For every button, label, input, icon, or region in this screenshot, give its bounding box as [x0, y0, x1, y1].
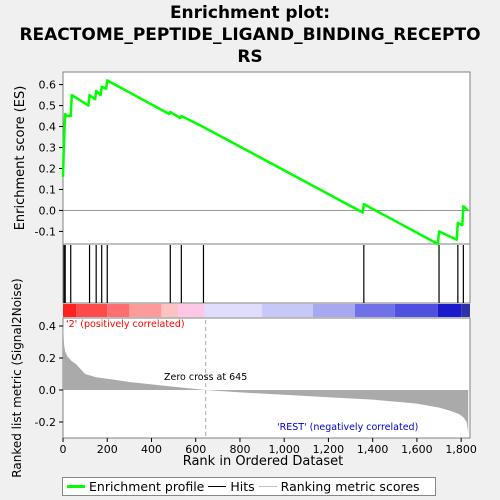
- x-tick-label: 1,400: [357, 443, 389, 456]
- negative-correlation-label: 'REST' (negatively correlated): [277, 422, 418, 433]
- ranking-color-bar: [63, 304, 470, 317]
- color-bar-segment-11: [437, 304, 462, 317]
- x-tick-label: 800: [229, 443, 250, 456]
- x-tick-label: 1,600: [401, 443, 433, 456]
- color-bar-segment-6: [204, 304, 263, 317]
- legend-label-enrichment-profile: Enrichment profile: [89, 479, 205, 494]
- legend-item-hits: Hits: [208, 479, 255, 494]
- x-tick-label: 200: [97, 443, 118, 456]
- es-tick-label: 0.5: [39, 100, 57, 113]
- es-panel: [62, 71, 471, 245]
- legend-label-hits: Hits: [230, 479, 255, 494]
- es-tick-label: 0.0: [39, 204, 57, 217]
- enrichment-profile-swatch: [67, 485, 85, 488]
- hit-markers: [63, 245, 464, 303]
- color-bar-segment-5: [178, 304, 205, 317]
- ranking-tick-label: 0.0: [39, 384, 57, 397]
- x-axis-label: Rank in Ordered Dataset: [183, 454, 344, 469]
- es-tick-label: 0.4: [39, 121, 57, 134]
- color-bar-segment-0: [63, 304, 77, 317]
- ranking-panel: [62, 317, 471, 439]
- title-line-1: Enrichment plot:: [169, 3, 331, 23]
- chart-title: Enrichment plot: REACTOME_PEPTIDE_LIGAND…: [0, 2, 500, 68]
- x-tick-label: 400: [141, 443, 162, 456]
- es-tick-label: 0.6: [39, 79, 57, 92]
- ranking-tick-label: 0.2: [39, 352, 57, 365]
- color-bar-segment-12: [461, 304, 470, 317]
- legend-label-ranking-metric: Ranking metric scores: [280, 479, 420, 494]
- legend-item-enrichment-profile: Enrichment profile: [67, 479, 204, 494]
- positive-correlation-label: '2' (positively correlated): [66, 319, 185, 330]
- x-tick-label: 1,000: [268, 443, 300, 456]
- ranking-axis-label: Ranked list metric (Signal2Noise): [10, 278, 24, 477]
- es-axis-label: Enrichment score (ES): [13, 86, 28, 231]
- color-bar-segment-9: [354, 304, 395, 317]
- enrichment-profile-line: [61, 79, 469, 246]
- es-tick-label: 0.3: [39, 142, 57, 155]
- color-bar-segment-10: [394, 304, 438, 317]
- ranking-metric-swatch: [258, 486, 277, 487]
- color-bar-segment-1: [76, 304, 108, 317]
- es-tick-label: 0.1: [39, 183, 57, 196]
- es-tick-label: -0.1: [35, 225, 56, 238]
- color-bar-segment-4: [161, 304, 179, 317]
- x-tick-label: 600: [185, 443, 206, 456]
- color-bar-segment-3: [129, 304, 162, 317]
- hits-swatch: [208, 486, 227, 487]
- color-bar-segment-8: [312, 304, 355, 317]
- zero-cross-label: Zero cross at 645: [164, 372, 247, 383]
- color-bar-segment-2: [107, 304, 130, 317]
- title-line-3: RS: [237, 47, 263, 67]
- color-bar-segment-7: [262, 304, 313, 317]
- hits-panel: [62, 243, 471, 304]
- ranking-tick-label: 0.4: [39, 320, 57, 333]
- legend-item-ranking-metric: Ranking metric scores: [258, 479, 420, 494]
- x-tick-label: 1,200: [313, 443, 345, 456]
- title-line-2: REACTOME_PEPTIDE_LIGAND_BINDING_RECEPTO: [19, 25, 481, 45]
- x-tick-label: 1,800: [445, 443, 477, 456]
- es-tick-label: 0.2: [39, 162, 57, 175]
- ranking-tick-label: -0.2: [35, 416, 56, 429]
- legend: Enrichment profile Hits Ranking metric s…: [62, 477, 436, 496]
- x-tick-label: 0: [60, 443, 67, 456]
